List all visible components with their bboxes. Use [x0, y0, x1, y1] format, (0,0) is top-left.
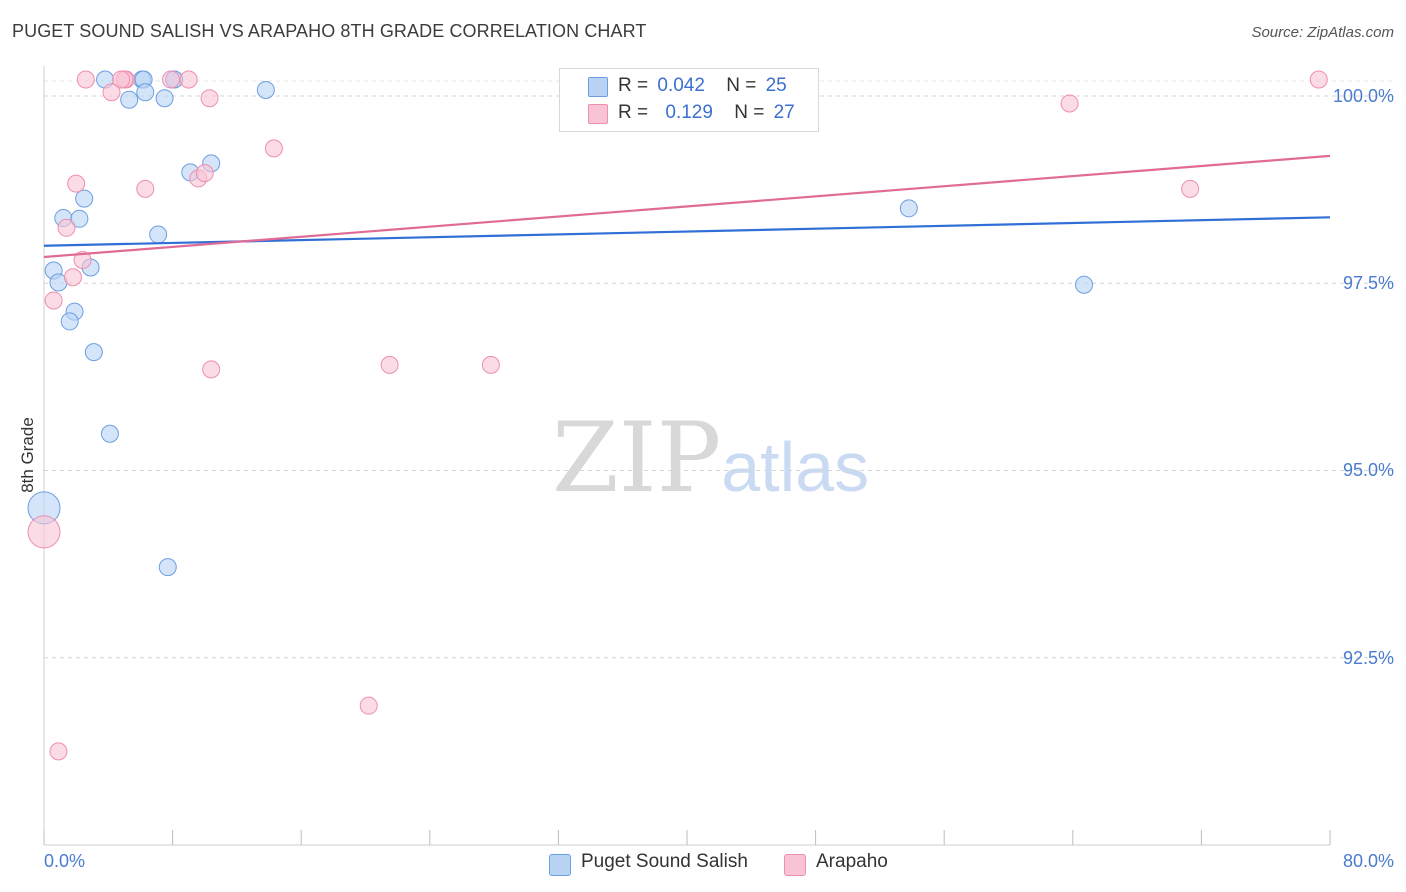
- data-point-blue: [155, 89, 174, 108]
- data-point-pink: [195, 164, 214, 183]
- data-point-pink: [202, 360, 221, 379]
- data-point-pink: [264, 139, 283, 158]
- data-point-pink: [359, 696, 378, 715]
- data-point-pink: [481, 355, 500, 374]
- y-tick-label: 92.5%: [1342, 647, 1394, 668]
- data-point-blue: [149, 225, 168, 244]
- legend-r-label-1: R =: [618, 75, 649, 96]
- data-point-pink: [179, 70, 198, 89]
- data-point-blue: [256, 80, 275, 99]
- data-point-blue: [60, 312, 79, 331]
- data-point-blue: [70, 209, 89, 228]
- legend-swatch-blue: [588, 77, 608, 97]
- data-point-pink: [200, 89, 219, 108]
- legend-n-label-2: N =: [734, 102, 765, 123]
- data-point-pink: [27, 515, 61, 549]
- data-point-blue: [84, 343, 103, 362]
- bottom-legend-swatch-pink: [784, 854, 806, 876]
- data-point-pink: [63, 268, 82, 287]
- watermark-zip: ZIP: [552, 402, 722, 514]
- data-point-pink: [57, 218, 76, 237]
- bottom-legend-label-pink: Arapaho: [816, 851, 888, 872]
- data-point-pink: [49, 742, 68, 761]
- legend: R = 0.042 N = 25 R = 0.129 N = 27: [559, 68, 819, 132]
- legend-r-value-2: 0.129: [665, 102, 713, 123]
- chart-title: PUGET SOUND SALISH VS ARAPAHO 8TH GRADE …: [12, 21, 647, 41]
- bottom-legend-swatch-blue: [549, 854, 571, 876]
- legend-n-value-1: 25: [765, 75, 787, 96]
- data-point-blue: [899, 199, 918, 218]
- source-label: Source: ZipAtlas.com: [1251, 24, 1394, 41]
- data-point-pink: [1309, 70, 1328, 89]
- legend-n-label-1: N =: [726, 75, 757, 96]
- legend-n-value-2: 27: [773, 102, 795, 123]
- data-point-pink: [76, 70, 95, 89]
- data-point-blue: [136, 83, 155, 102]
- legend-row-2: R = 0.129 N = 27: [618, 102, 795, 124]
- data-point-blue: [158, 558, 177, 577]
- watermark-atlas: atlas: [721, 428, 870, 506]
- data-point-pink: [102, 83, 121, 102]
- data-point-pink: [1181, 179, 1200, 198]
- data-point-pink: [44, 291, 63, 310]
- data-point-pink: [1060, 94, 1079, 113]
- data-point-blue: [120, 90, 139, 109]
- watermark: ZIPatlas: [552, 402, 869, 514]
- data-point-pink: [136, 179, 155, 198]
- y-tick-label: 95.0%: [1342, 460, 1394, 481]
- data-point-blue: [75, 189, 94, 208]
- y-tick-label: 100.0%: [1332, 85, 1394, 106]
- data-point-blue: [1075, 275, 1094, 294]
- data-point-pink: [73, 251, 92, 270]
- data-point-pink: [161, 70, 180, 89]
- x-tick-label-max: 80.0%: [1342, 851, 1394, 871]
- trend-line-pink: [43, 154, 1331, 259]
- data-point-blue: [100, 424, 119, 443]
- data-point-pink: [380, 355, 399, 374]
- y-tick-label: 97.5%: [1342, 273, 1394, 294]
- legend-r-label-2: R =: [618, 102, 649, 123]
- legend-swatch-pink: [588, 104, 608, 124]
- legend-r-value-1: 0.042: [657, 75, 705, 96]
- legend-row-1: R = 0.042 N = 25: [618, 75, 787, 97]
- bottom-legend-label-blue: Puget Sound Salish: [581, 851, 748, 872]
- data-point-pink: [112, 70, 131, 89]
- data-point-pink: [67, 174, 86, 193]
- x-tick-label-min: 0.0%: [44, 851, 86, 871]
